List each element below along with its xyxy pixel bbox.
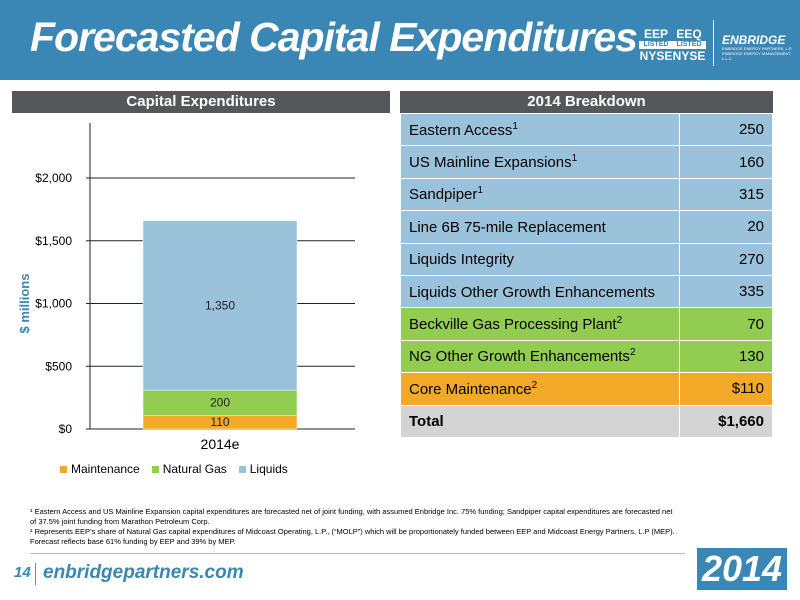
page-number: 14 [14, 564, 31, 581]
legend-label: Natural Gas [162, 462, 227, 476]
breakdown-item-label: Eastern Access1 [400, 112, 680, 147]
breakdown-item-value: 335 [679, 274, 773, 309]
x-tick-label: 2014e [201, 436, 240, 452]
data-label: 200 [210, 396, 230, 410]
logo-subtitle: ENBRIDGE ENERGY MANAGEMENT, L.L.C. [722, 51, 792, 61]
breakdown-item-value: 270 [679, 242, 773, 276]
footnotes: ¹ Eastern Access and US Mainline Expansi… [30, 507, 680, 547]
item-name: Liquids Other Growth Enhancements [409, 283, 655, 301]
legend-swatch [151, 465, 159, 473]
footnote-1: ¹ Eastern Access and US Mainline Expansi… [30, 507, 673, 526]
item-name: Line 6B 75-mile Replacement [409, 218, 606, 236]
enbridge-logo: ENBRIDGE ENBRIDGE ENERGY PARTNERS, L.P. … [722, 34, 800, 61]
footnote-marker: 2 [629, 347, 636, 359]
breakdown-item-value: 70 [679, 307, 773, 341]
ticker-listed: LISTED [672, 41, 706, 49]
ticker-symbol: EEP [643, 27, 668, 41]
y-tick-label: $1,500 [35, 234, 72, 248]
website-link[interactable]: enbridgepartners.com [43, 562, 244, 583]
breakdown-item-value: 160 [679, 145, 773, 179]
footer-divider [35, 563, 36, 585]
y-tick-label: $2,000 [35, 171, 72, 185]
data-label: 110 [210, 415, 229, 429]
breakdown-row: Core Maintenance2 $110 [400, 372, 773, 406]
breakdown-item-value: 130 [679, 339, 773, 374]
logo-subtitle: ENBRIDGE ENERGY PARTNERS, L.P. [722, 46, 793, 51]
capex-chart: $0 $500 $1,000 $1,500 $2,000 $ millions 110 200… [17, 123, 355, 452]
legend-item: Liquids [238, 462, 288, 476]
ticker-symbol: EEQ [676, 27, 702, 41]
breakdown-panel-header: 2014 Breakdown [400, 91, 773, 113]
breakdown-item-label: Line 6B 75-mile Replacement [400, 210, 680, 244]
item-name: Eastern Access [409, 121, 513, 139]
breakdown-item-value: 20 [679, 210, 773, 244]
total-label: Total [400, 404, 680, 438]
y-axis-label: $ millions [17, 274, 32, 334]
breakdown-row: Line 6B 75-mile Replacement 20 [400, 210, 773, 244]
breakdown-item-label: Beckville Gas Processing Plant2 [400, 307, 680, 341]
title-banner: Forecasted Capital Expenditures EEP LIST… [0, 0, 800, 80]
breakdown-item-label: Sandpiper1 [400, 177, 680, 212]
eeq-ticker-badge: EEQ LISTED NYSE [672, 28, 706, 62]
logo-name: ENBRIDGE [722, 33, 786, 47]
bar-segment [142, 220, 298, 391]
legend-swatch [60, 465, 67, 473]
footnote-marker: 1 [571, 153, 578, 165]
data-label: 1,350 [205, 298, 235, 312]
ticker-exchange: NYSE [672, 49, 706, 63]
bar-segment [142, 389, 298, 416]
breakdown-row: NG Other Growth Enhancements2 130 [400, 339, 773, 374]
breakdown-row: Beckville Gas Processing Plant2 70 [400, 307, 773, 341]
breakdown-row: Sandpiper1 315 [400, 177, 773, 212]
footnote-marker: 1 [512, 120, 518, 132]
footnote-marker: 1 [477, 185, 483, 197]
breakdown-item-label: NG Other Growth Enhancements2 [400, 339, 680, 374]
total-value: $1,660 [679, 404, 773, 438]
y-tick-label: $500 [45, 359, 72, 373]
logo-divider [713, 20, 714, 66]
breakdown-item-value: 250 [679, 112, 773, 147]
total-row: Total $1,660 [400, 404, 773, 438]
chart-panel-header: Capital Expenditures [12, 91, 390, 113]
footer-rule [30, 553, 685, 554]
breakdown-item-label: Liquids Other Growth Enhancements [400, 274, 680, 309]
breakdown-row: US Mainline Expansions1 160 [400, 145, 773, 179]
breakdown-row: Liquids Integrity 270 [400, 242, 773, 276]
item-name: NG Other Growth Enhancements [409, 348, 630, 366]
page-title: Forecasted Capital Expenditures [30, 14, 638, 60]
y-tick-label: $1,000 [35, 297, 72, 311]
item-name: Beckville Gas Processing Plant [409, 316, 617, 334]
item-name: Sandpiper [409, 186, 478, 204]
footnote-marker: 2 [531, 379, 538, 391]
y-tick-label: $0 [59, 422, 73, 436]
legend-item: Maintenance [60, 462, 140, 476]
breakdown-item-label: US Mainline Expansions1 [400, 145, 680, 179]
legend-item: Natural Gas [151, 462, 227, 476]
breakdown-item-value: $110 [679, 372, 773, 406]
ticker-exchange: NYSE [639, 49, 673, 63]
breakdown-item-label: Core Maintenance2 [400, 372, 680, 406]
eep-ticker-badge: EEP LISTED NYSE [639, 28, 673, 62]
breakdown-row: Liquids Other Growth Enhancements 335 [400, 274, 773, 309]
item-name: US Mainline Expansions [409, 154, 572, 172]
footnote-marker: 2 [616, 315, 623, 327]
footnote-2: ² Represents EEP’s share of Natural Gas … [30, 527, 675, 546]
ticker-listed: LISTED [639, 41, 673, 49]
breakdown-row: Eastern Access1 250 [400, 112, 773, 147]
legend-label: Liquids [249, 462, 288, 476]
item-name: Liquids Integrity [409, 251, 515, 269]
legend-label: Maintenance [71, 462, 140, 476]
breakdown-item-label: Liquids Integrity [400, 242, 680, 276]
breakdown-table: Eastern Access1 250 US Mainline Expansions… [400, 112, 773, 438]
chart-legend: Maintenance Natural Gas Liquids [60, 462, 288, 476]
item-name: Core Maintenance [409, 380, 532, 398]
breakdown-item-value: 315 [679, 177, 773, 212]
year-badge: 2014 [697, 548, 787, 590]
legend-swatch [238, 465, 246, 473]
